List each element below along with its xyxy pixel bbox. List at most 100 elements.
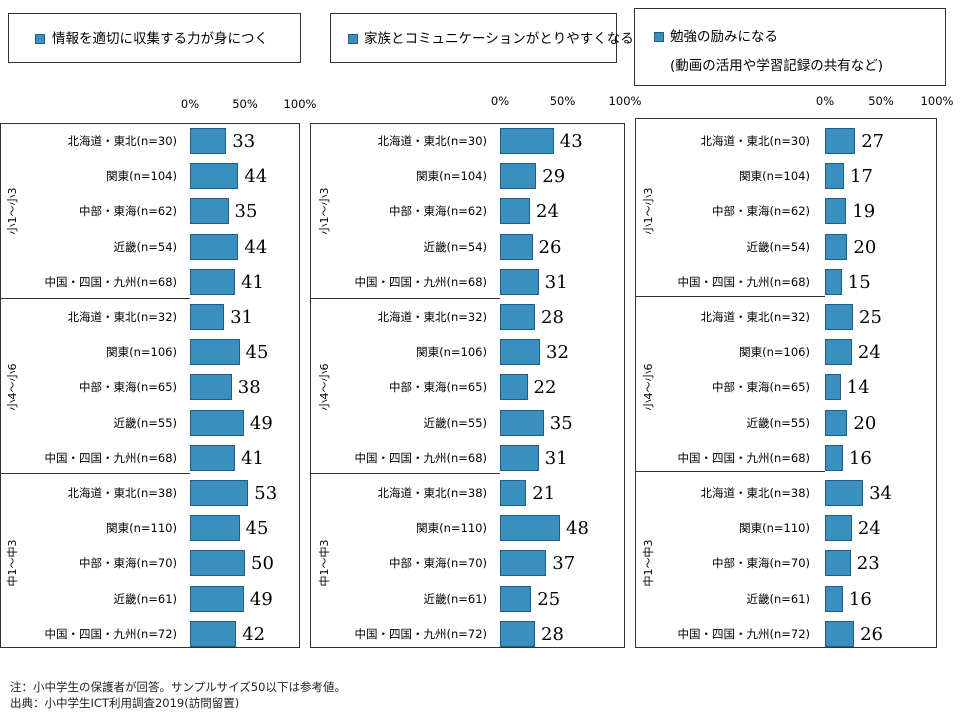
bar	[825, 233, 848, 260]
data-label: 25	[537, 588, 561, 610]
category-label: 北海道・東北(n=32)	[700, 310, 810, 324]
bar	[825, 374, 841, 401]
data-label: 15	[847, 271, 871, 293]
data-label: 53	[254, 483, 278, 504]
data-label: 24	[536, 201, 559, 223]
category-label: 関東(n=106)	[739, 345, 810, 360]
bar	[825, 444, 843, 471]
category-label: 北海道・東北(n=32)	[67, 310, 177, 324]
category-label: 関東(n=104)	[416, 169, 487, 184]
data-label: 24	[857, 518, 881, 540]
category-label: 中部・東海(n=65)	[711, 380, 810, 395]
bar	[500, 444, 539, 471]
category-label: 関東(n=110)	[416, 521, 487, 536]
bar	[190, 268, 236, 295]
category-label: 中国・四国・九州(n=68)	[44, 450, 177, 465]
data-label: 25	[859, 307, 882, 328]
bar	[825, 268, 842, 295]
legend-box	[8, 13, 301, 63]
group-label: 小1～小3	[318, 187, 331, 235]
group-label: 小1～小3	[6, 187, 19, 235]
data-label: 32	[546, 342, 569, 364]
bar	[190, 620, 237, 647]
legend-swatch	[35, 34, 45, 44]
bar	[825, 304, 853, 330]
data-label: 31	[544, 271, 568, 293]
category-label: 関東(n=110)	[106, 521, 177, 536]
data-label: 26	[538, 236, 562, 258]
category-label: 近畿(n=54)	[423, 239, 487, 254]
legend-label: 家族とコミュニケーションがとりやすくなる	[364, 31, 634, 47]
data-label: 26	[860, 623, 884, 645]
data-label: 42	[242, 623, 266, 645]
data-label: 35	[549, 412, 573, 434]
source-note: 出典：小中学生ICT利用調査2019(訪問留置)	[10, 696, 240, 710]
data-label: 23	[856, 553, 880, 575]
x-tick-label: 0%	[815, 94, 835, 108]
panel-frame	[310, 123, 625, 648]
group-label: 中1～中3	[642, 539, 655, 587]
bar	[825, 585, 843, 612]
category-label: 関東(n=104)	[106, 169, 177, 184]
category-label: 北海道・東北(n=38)	[700, 486, 810, 500]
category-label: 中部・東海(n=70)	[78, 556, 177, 571]
data-label: 16	[848, 447, 872, 469]
category-label: 中国・四国・九州(n=68)	[354, 450, 487, 465]
panel-frame	[0, 123, 300, 648]
bar	[825, 409, 848, 436]
bar	[500, 480, 527, 506]
group-separator	[310, 473, 500, 474]
x-tick-label: 100%	[608, 94, 642, 108]
x-tick-label: 50%	[232, 97, 258, 111]
category-label: 近畿(n=55)	[423, 415, 487, 430]
category-label: 中部・東海(n=65)	[388, 380, 487, 395]
group-separator	[0, 473, 190, 474]
bar	[825, 198, 847, 225]
category-label: 中国・四国・九州(n=68)	[677, 450, 810, 465]
data-label: 28	[541, 307, 564, 328]
x-tick-label: 50%	[868, 94, 894, 108]
data-label: 50	[251, 553, 274, 575]
category-label: 中国・四国・九州(n=68)	[44, 274, 177, 289]
category-label: 中国・四国・九州(n=72)	[44, 626, 177, 641]
x-tick-label: 0%	[180, 97, 200, 111]
data-label: 41	[241, 271, 264, 293]
data-label: 37	[552, 553, 576, 575]
category-label: 中国・四国・九州(n=68)	[677, 274, 810, 289]
data-label: 41	[241, 447, 264, 469]
bar	[190, 233, 239, 260]
data-label: 34	[869, 483, 892, 504]
data-label: 49	[249, 412, 273, 434]
bar	[500, 339, 540, 366]
bar	[825, 163, 845, 190]
bar	[825, 550, 851, 577]
bar	[825, 620, 855, 647]
bar	[190, 339, 240, 366]
category-label: 中部・東海(n=70)	[388, 556, 487, 571]
bar	[500, 620, 535, 647]
data-label: 19	[852, 201, 876, 223]
group-label: 小1～小3	[642, 187, 655, 235]
category-label: 近畿(n=54)	[113, 239, 177, 254]
bar	[190, 198, 229, 225]
data-label: 16	[848, 588, 872, 610]
group-label: 小4～小6	[6, 363, 19, 411]
legend-box	[634, 8, 946, 86]
bar	[500, 374, 528, 401]
category-label: 関東(n=106)	[106, 345, 177, 360]
group-separator	[0, 298, 190, 299]
category-label: 中部・東海(n=70)	[711, 556, 810, 571]
data-label: 24	[857, 342, 881, 364]
data-label: 28	[541, 623, 564, 645]
x-tick-label: 100%	[283, 97, 317, 111]
data-label: 14	[846, 377, 870, 399]
x-tick-label: 100%	[920, 94, 954, 108]
bar	[825, 480, 864, 506]
legend-label: 情報を適切に収集する力が身につく	[52, 31, 268, 47]
data-label: 44	[244, 166, 268, 188]
data-label: 35	[234, 201, 258, 223]
bar	[500, 515, 560, 542]
legend-label: (動画の活用や学習記録の共有など)	[670, 58, 884, 74]
legend-swatch	[654, 32, 664, 42]
category-label: 近畿(n=55)	[746, 415, 810, 430]
